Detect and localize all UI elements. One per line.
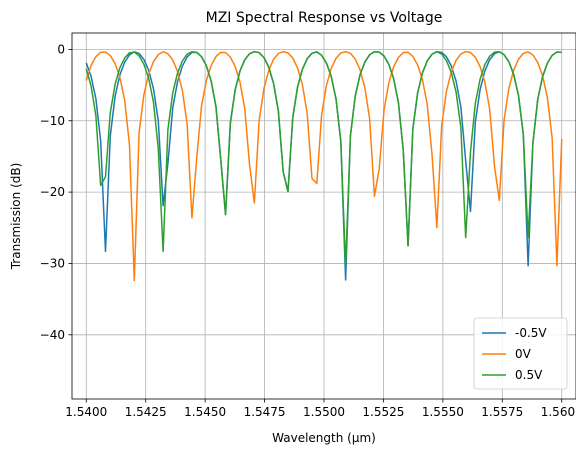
x-tick-label: 1.5475 xyxy=(244,405,286,419)
y-tick-label: −40 xyxy=(40,328,65,342)
series-layer xyxy=(85,50,563,282)
x-tick-label: 1.5575 xyxy=(481,405,523,419)
y-tick-label: −10 xyxy=(40,114,65,128)
x-tick-label: 1.5525 xyxy=(362,405,404,419)
x-axis: 1.5400 1.5425 1.5450 1.5475 1.5500 1.5525 1.55… xyxy=(65,399,576,419)
y-tick-label: −20 xyxy=(40,185,65,199)
legend-label: 0V xyxy=(515,347,532,361)
legend-box xyxy=(473,317,568,390)
x-tick-label: 1.5400 xyxy=(65,405,107,419)
x-tick-label: 1.5550 xyxy=(422,405,464,419)
y-tick-label: 0 xyxy=(57,42,65,56)
y-tick-label: −30 xyxy=(40,256,65,270)
legend-label: 0.5V xyxy=(515,368,543,382)
series-line-2 xyxy=(85,50,562,267)
plot-area xyxy=(85,50,563,282)
grid xyxy=(72,33,576,399)
series-line-1 xyxy=(85,50,563,282)
x-tick-label: 1.5500 xyxy=(303,405,345,419)
y-axis-label: Transmission (dB) xyxy=(9,163,23,271)
x-tick-label: 1.5450 xyxy=(184,405,226,419)
y-axis: 0 −10 −20 −30 −40 xyxy=(40,42,72,342)
legend-label: -0.5V xyxy=(515,326,547,340)
x-axis-label: Wavelength (μm) xyxy=(272,431,376,445)
chart-title: MZI Spectral Response vs Voltage xyxy=(206,10,443,26)
legend: -0.5V 0V 0.5V xyxy=(473,317,568,390)
x-tick-label: 1.5425 xyxy=(125,405,167,419)
